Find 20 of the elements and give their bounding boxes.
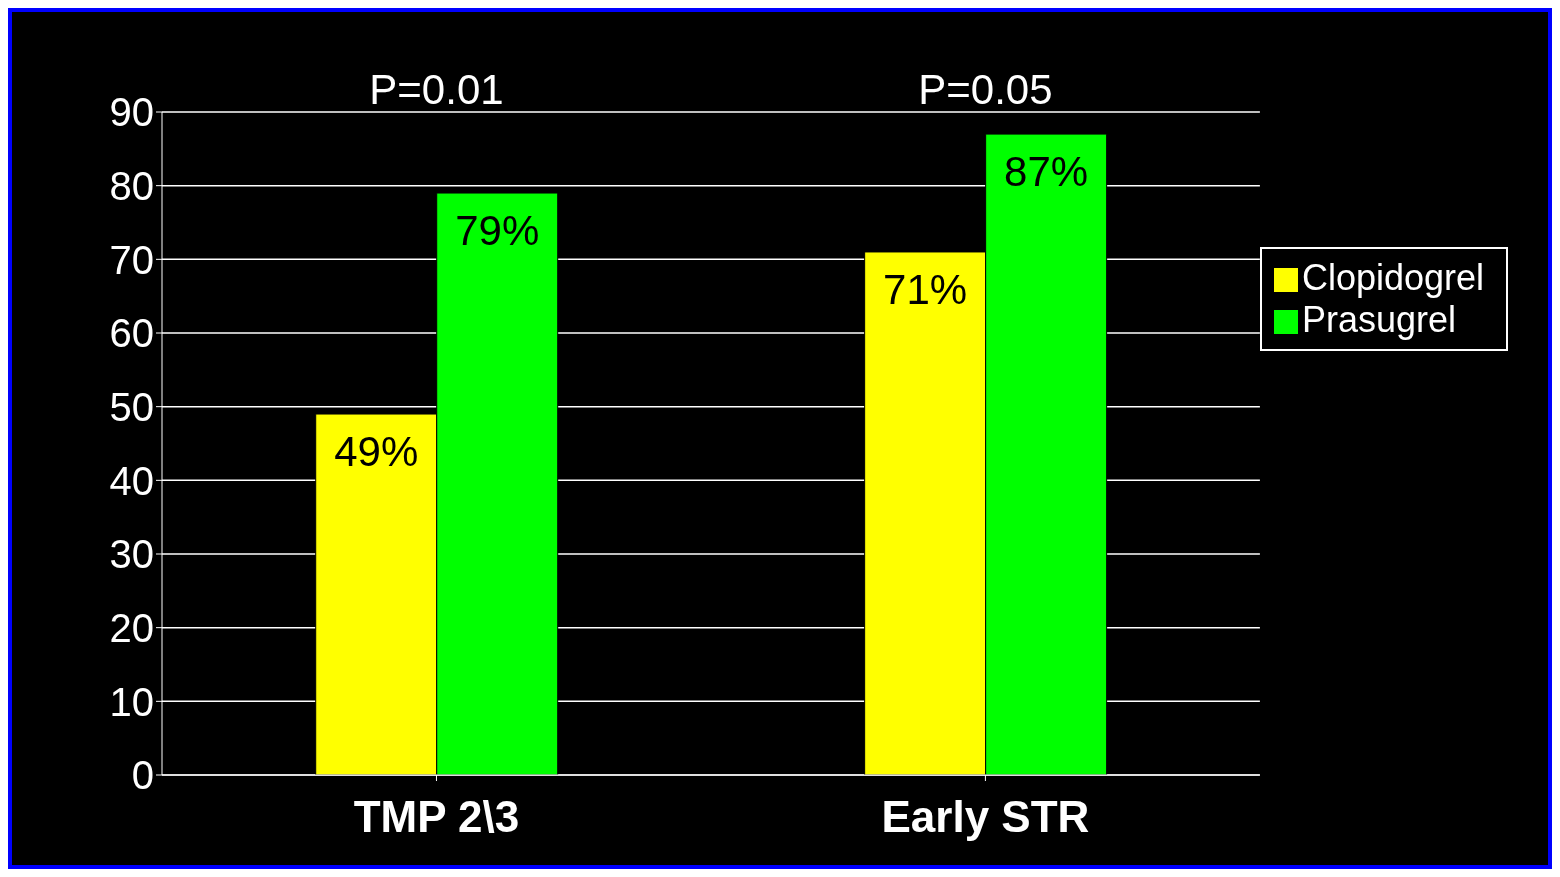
legend-label: Prasugrel <box>1301 298 1456 340</box>
x-tick-label: TMP 2\3 <box>353 792 520 842</box>
y-tick-label: 90 <box>109 90 154 135</box>
y-tick-label: 60 <box>109 311 154 356</box>
y-tick-label: 70 <box>109 237 154 282</box>
y-tick-label: 50 <box>109 384 154 429</box>
data-label: 87% <box>1004 148 1089 196</box>
y-tick-label: 20 <box>109 605 154 650</box>
data-label: 79% <box>455 207 540 255</box>
data-label: 49% <box>334 428 419 476</box>
legend-label: Clopidogrel <box>1301 256 1484 298</box>
y-tick-label: 40 <box>109 458 154 503</box>
y-tick-label: 10 <box>109 679 154 724</box>
y-tick-label: 0 <box>131 753 154 798</box>
annotation: P=0.01 <box>369 66 504 113</box>
data-label: 71% <box>883 265 968 313</box>
x-tick-label: Early STR <box>881 792 1090 842</box>
annotation: P=0.05 <box>918 66 1053 113</box>
y-tick-label: 30 <box>109 532 154 577</box>
y-tick-label: 80 <box>109 163 154 208</box>
